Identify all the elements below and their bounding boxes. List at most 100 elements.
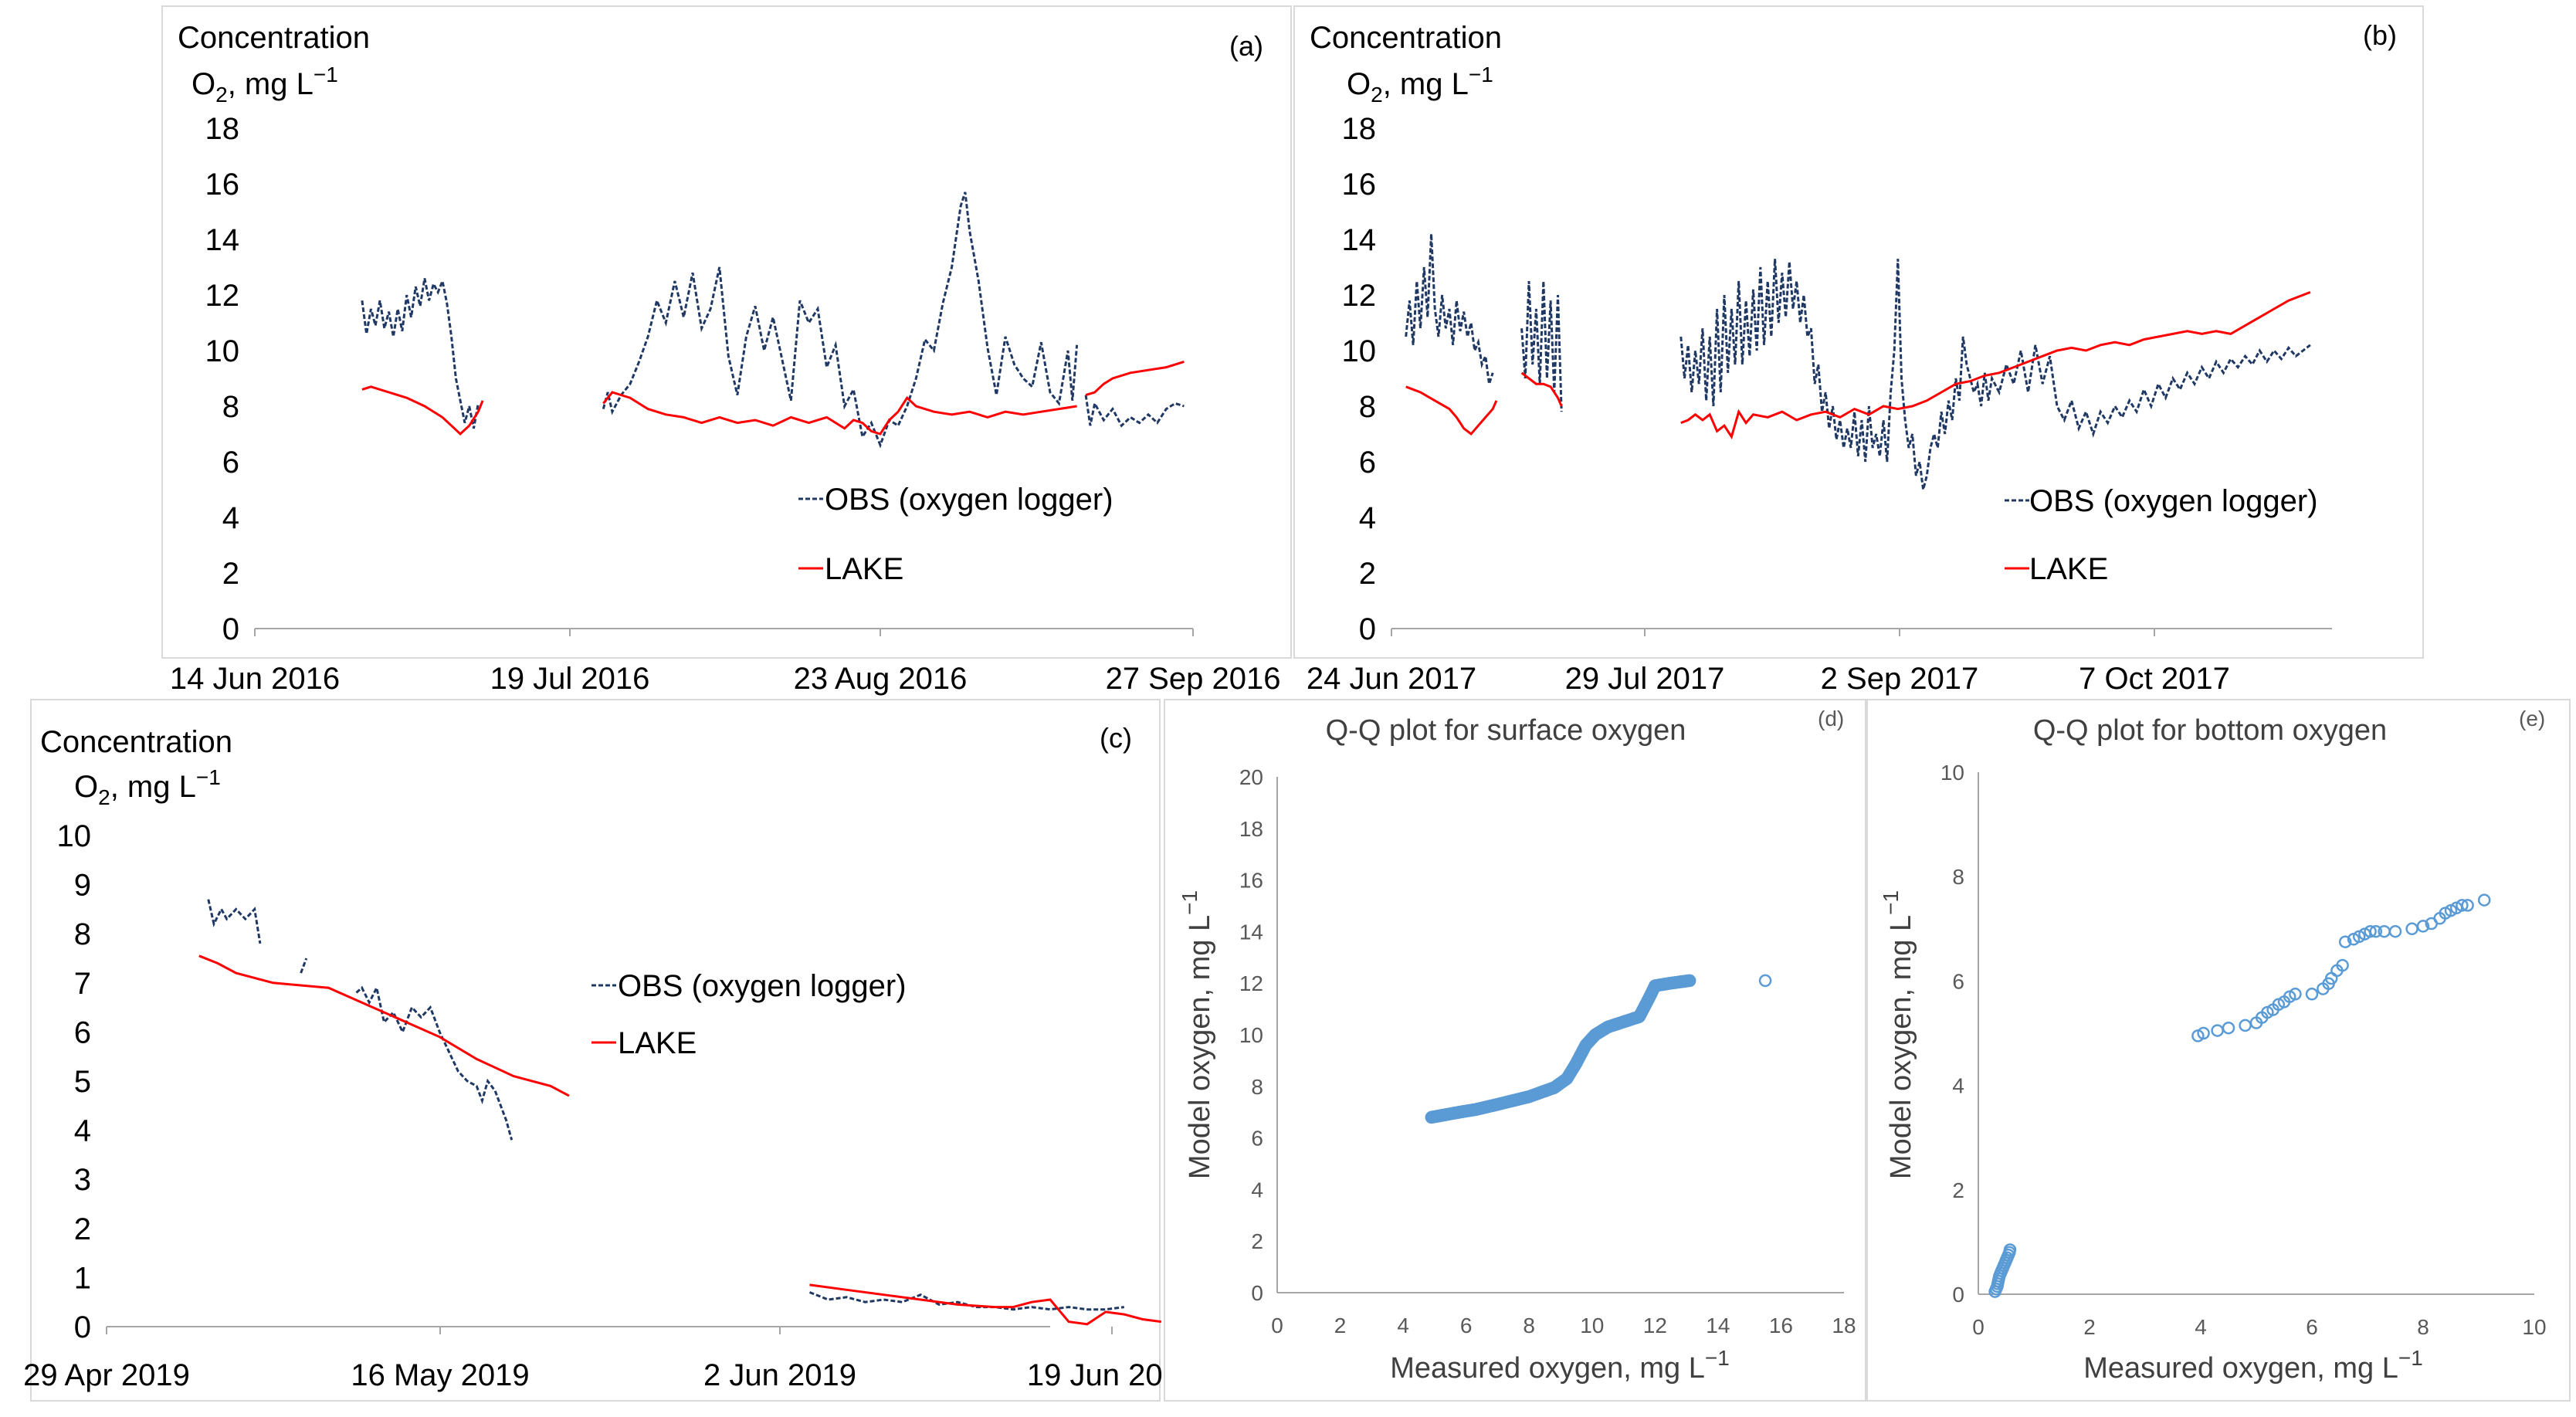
panel-c-ytick: 8 xyxy=(74,917,91,951)
panel-e-ylabel-sup: −1 xyxy=(1879,890,1903,915)
panel-a-yticks: 0 2 4 6 8 10 12 14 16 18 xyxy=(205,112,240,646)
panel-e-xtick: 6 xyxy=(2306,1315,2318,1339)
panel-d-xlabel-text: Measured oxygen, mg L xyxy=(1390,1352,1705,1385)
panel-c-ytick: 5 xyxy=(74,1065,91,1099)
panel-e-ytick: 4 xyxy=(1952,1074,1964,1098)
panel-b-lake-line xyxy=(1405,385,1498,436)
panel-a-ylabel-base: O xyxy=(192,67,215,101)
panel-a-obs-line xyxy=(602,192,1079,449)
panel-e-xlabel-text: Measured oxygen, mg L xyxy=(2083,1352,2398,1385)
panel-c-legend-lake: LAKE xyxy=(618,1026,697,1060)
panel-e-point xyxy=(2197,1026,2210,1040)
panel-c-ylabel: O2, mg L−1 xyxy=(74,765,221,809)
panel-d-yticks: 0 2 4 6 8 10 12 14 16 18 20 xyxy=(1239,765,1263,1305)
panel-b-ytick: 18 xyxy=(1342,112,1377,146)
panel-b-ylabel-base: O xyxy=(1347,67,1371,101)
panel-e-point xyxy=(2338,935,2352,948)
panel-e-xlabel: Measured oxygen, mg L−1 xyxy=(2083,1346,2423,1385)
panel-d-xtick: 14 xyxy=(1706,1314,1730,1337)
panel-c-title: Concentration xyxy=(40,725,232,759)
panel-d-ytick: 8 xyxy=(1251,1075,1263,1099)
panel-b-frame xyxy=(1293,5,2424,659)
panel-b-title: Concentration xyxy=(1310,21,1502,55)
panel-d-ytick: 0 xyxy=(1251,1281,1263,1305)
panel-a-xtick-label: 19 Jul 2016 xyxy=(490,662,650,696)
panel-e-label: (e) xyxy=(2519,707,2545,731)
panel-b-ytick: 8 xyxy=(1359,390,1376,424)
panel-c-legend-obs: OBS (oxygen logger) xyxy=(618,969,907,1003)
panel-c-xtick-label: 2 Jun 2019 xyxy=(703,1358,856,1392)
panel-c-xtick-label: 16 May 2019 xyxy=(351,1358,529,1392)
panel-b-ylabel: O2, mg L−1 xyxy=(1347,63,1493,107)
panel-e-point xyxy=(2369,924,2383,938)
panel-e-xtick: 8 xyxy=(2417,1315,2429,1339)
panel-a-ylabel: O2, mg L−1 xyxy=(192,63,338,107)
panel-e-xtick: 0 xyxy=(1972,1315,1985,1339)
panel-d-xtick: 8 xyxy=(1523,1314,1535,1337)
panel-c-yticks: 0 1 2 3 4 5 6 7 8 9 10 xyxy=(57,819,92,1344)
panel-b: Concentration O2, mg L−1 (b) 02468101214… xyxy=(1293,5,2424,696)
panel-c-ytick: 3 xyxy=(74,1163,91,1197)
panel-e-xtick: 4 xyxy=(2195,1315,2207,1339)
panel-c-obs-line xyxy=(207,899,262,944)
panel-d-ylabel: Model oxygen, mg L−1 xyxy=(1178,890,1216,1179)
panel-e-ylabel: Model oxygen, mg L−1 xyxy=(1879,890,1917,1179)
panel-a-ytick: 6 xyxy=(222,446,239,480)
panel-a-series xyxy=(361,192,1185,449)
panel-c-ylabel-sup: −1 xyxy=(196,765,221,789)
panel-a-ytick: 4 xyxy=(222,501,239,535)
panel-d-ytick: 6 xyxy=(1251,1127,1263,1151)
panel-a-ytick: 12 xyxy=(205,279,240,313)
panel-a-ylabel-sup: −1 xyxy=(314,63,338,86)
panel-b-ytick: 2 xyxy=(1359,557,1376,591)
panel-c-ytick: 9 xyxy=(74,869,91,903)
panel-b-ytick: 6 xyxy=(1359,446,1376,480)
panel-e-point xyxy=(2003,1243,2017,1256)
panel-c-ytick: 7 xyxy=(74,967,91,1001)
panel-a: Concentration O2, mg L−1 (a) 02468101214… xyxy=(161,5,1292,696)
panel-e-point xyxy=(2289,988,2302,1001)
panel-e-point xyxy=(2336,958,2349,972)
panel-e-point xyxy=(2388,924,2402,938)
panel-e-xlabel-sup: −1 xyxy=(2398,1346,2423,1370)
panel-b-xticks: 24 Jun 2017 29 Jul 2017 2 Sep 2017 7 Oct 20… xyxy=(1307,629,2230,696)
panel-c-obs-line xyxy=(355,984,514,1141)
panel-e-point xyxy=(2477,893,2491,907)
panel-e-point xyxy=(2456,899,2469,912)
panel-d-ytick: 2 xyxy=(1251,1229,1263,1253)
panel-d-label: (d) xyxy=(1818,707,1844,731)
panel-e-title: Q-Q plot for bottom oxygen xyxy=(2033,714,2387,747)
panel-b-ylabel-sub: 2 xyxy=(1371,83,1383,107)
panel-e-xticks: 0 2 4 6 8 10 xyxy=(1972,1315,2546,1339)
panel-b-label: (b) xyxy=(2363,19,2397,51)
panel-d: Q-Q plot for surface oxygen (d) 0 2 4 6 8 10 1… xyxy=(1164,699,1866,1402)
panel-b-ylabel-unit: , mg L xyxy=(1383,67,1469,101)
panel-a-lake-line xyxy=(602,391,1077,436)
panel-a-ylabel-unit: , mg L xyxy=(228,67,314,101)
panel-c-label: (c) xyxy=(1100,722,1132,754)
panel-a-title: Concentration xyxy=(178,21,370,55)
panel-e-ytick: 10 xyxy=(1940,761,1964,785)
panel-b-xtick-label: 24 Jun 2017 xyxy=(1307,662,1476,696)
panel-b-series xyxy=(1405,233,2311,490)
panel-a-ytick: 10 xyxy=(205,334,240,368)
panel-b-obs-line xyxy=(1679,259,2311,490)
panel-c-frame xyxy=(30,699,1161,1402)
panel-e-point xyxy=(2461,899,2474,912)
panel-e-ytick: 2 xyxy=(1952,1178,1964,1202)
panel-a-obs-line xyxy=(361,276,480,429)
panel-a-xtick-label: 27 Sep 2016 xyxy=(1106,662,1281,696)
panel-d-ytick: 16 xyxy=(1239,869,1263,893)
panel-e-point xyxy=(2305,988,2319,1001)
panel-b-lake-line xyxy=(1680,290,2311,440)
panel-d-title: Q-Q plot for surface oxygen xyxy=(1326,714,1686,747)
panel-c-ytick: 2 xyxy=(74,1212,91,1246)
panel-a-lake-line xyxy=(361,385,484,436)
panel-a-ylabel-sub: 2 xyxy=(215,83,228,107)
panel-b-ytick: 0 xyxy=(1359,612,1376,646)
panel-a-xtick-label: 14 Jun 2016 xyxy=(170,662,340,696)
panel-b-ytick: 4 xyxy=(1359,501,1376,535)
panel-c-ytick: 1 xyxy=(74,1261,91,1295)
panel-c-ylabel-unit: , mg L xyxy=(110,770,196,804)
